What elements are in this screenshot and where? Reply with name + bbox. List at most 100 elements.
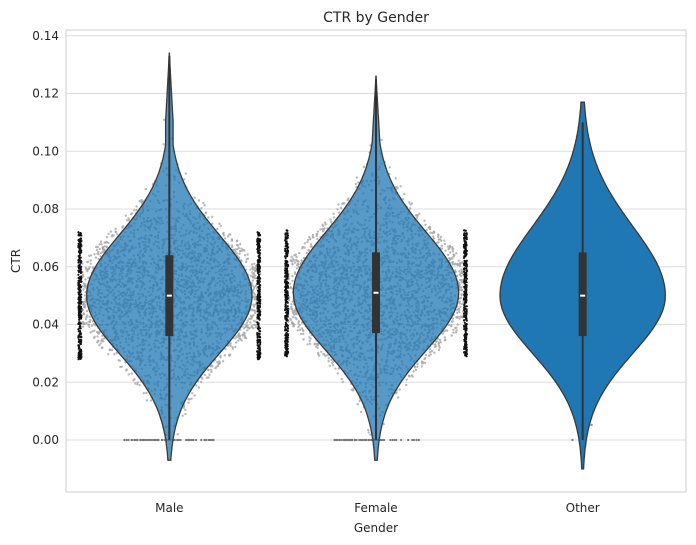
swarm-point — [254, 326, 258, 329]
swarm-point — [245, 258, 248, 261]
swarm-point — [79, 242, 82, 245]
swarm-point — [256, 304, 260, 307]
swarm-point — [182, 406, 185, 409]
swarm-point — [258, 238, 261, 241]
swarm-point — [256, 298, 259, 301]
swarm-point — [447, 323, 450, 327]
swarm-point — [190, 397, 193, 400]
swarm-point — [89, 259, 93, 262]
swarm-point — [141, 438, 145, 442]
swarm-point — [79, 317, 82, 320]
swarm-point — [78, 313, 81, 316]
swarm-point — [78, 309, 81, 312]
swarm-point — [458, 317, 461, 320]
swarm-point — [290, 255, 293, 258]
swarm-point — [250, 263, 254, 266]
swarm-point — [331, 361, 334, 365]
swarm-point — [99, 342, 102, 345]
swarm-point — [249, 314, 253, 318]
swarm-point — [87, 323, 90, 326]
swarm-point — [96, 335, 99, 338]
swarm-point — [90, 324, 94, 327]
swarm-point — [257, 328, 260, 331]
swarm-point — [184, 172, 187, 175]
swarm-point — [405, 383, 408, 387]
swarm-point — [297, 325, 300, 329]
swarm-point — [107, 353, 110, 356]
swarm-point — [109, 230, 113, 233]
swarm-point — [79, 284, 82, 287]
swarm-point — [436, 235, 440, 239]
swarm-point — [89, 262, 92, 265]
swarm-point — [95, 330, 99, 334]
swarm-point — [209, 365, 212, 368]
swarm-point — [221, 360, 225, 363]
swarm-point — [110, 348, 114, 352]
swarm-point — [187, 401, 190, 404]
swarm-point — [311, 233, 315, 237]
swarm-point — [437, 344, 441, 347]
swarm-point — [79, 232, 82, 235]
swarm-point — [425, 228, 428, 232]
swarm-point — [327, 357, 330, 360]
swarm-point — [257, 275, 260, 278]
swarm-point — [416, 365, 419, 368]
swarm-point — [258, 256, 261, 259]
swarm-point — [77, 356, 80, 359]
swarm-point — [79, 237, 82, 240]
swarm-point — [245, 321, 249, 325]
swarm-point — [79, 342, 82, 346]
swarm-point — [100, 243, 103, 246]
swarm-point — [441, 332, 444, 335]
swarm-point — [416, 362, 419, 366]
swarm-point — [258, 287, 261, 290]
swarm-point — [86, 268, 89, 271]
swarm-point — [238, 249, 242, 253]
swarm-point — [80, 293, 83, 296]
swarm-point — [133, 378, 136, 381]
swarm-point — [150, 438, 153, 442]
swarm-point — [200, 207, 203, 210]
swarm-point — [367, 428, 370, 432]
swarm-point — [306, 343, 309, 346]
swarm-point — [259, 342, 262, 346]
swarm-point — [85, 309, 89, 313]
swarm-point — [251, 284, 254, 287]
swarm-point — [447, 248, 450, 251]
swarm-point — [96, 341, 99, 344]
swarm-point — [216, 364, 220, 368]
swarm-point — [289, 317, 292, 321]
swarm-point — [440, 244, 443, 248]
swarm-point — [235, 252, 239, 255]
swarm-point — [100, 339, 103, 343]
swarm-point — [197, 386, 201, 389]
swarm-point — [145, 391, 148, 395]
swarm-point — [307, 238, 310, 242]
swarm-point — [308, 339, 311, 343]
swarm-point — [330, 358, 333, 362]
swarm-point — [300, 332, 303, 336]
swarm-point — [308, 342, 312, 345]
swarm-point — [88, 320, 92, 324]
swarm-point — [134, 382, 137, 385]
swarm-point — [151, 438, 154, 442]
swarm-point — [79, 265, 82, 268]
swarm-point — [81, 325, 85, 328]
swarm-point — [336, 208, 339, 211]
swarm-point — [254, 303, 257, 306]
swarm-point — [77, 231, 80, 234]
swarm-point — [446, 245, 450, 248]
swarm-point — [249, 274, 253, 277]
swarm-point — [294, 253, 297, 256]
swarm-point — [258, 280, 261, 283]
swarm-point — [77, 291, 80, 294]
swarm-point — [256, 306, 259, 309]
swarm-point — [197, 199, 201, 202]
swarm-point — [258, 330, 261, 333]
swarm-point — [298, 251, 301, 255]
swarm-point — [356, 403, 359, 406]
swarm-point — [259, 355, 262, 359]
swarm-point — [257, 354, 260, 357]
swarm-point — [429, 350, 432, 354]
swarm-point — [257, 273, 261, 276]
